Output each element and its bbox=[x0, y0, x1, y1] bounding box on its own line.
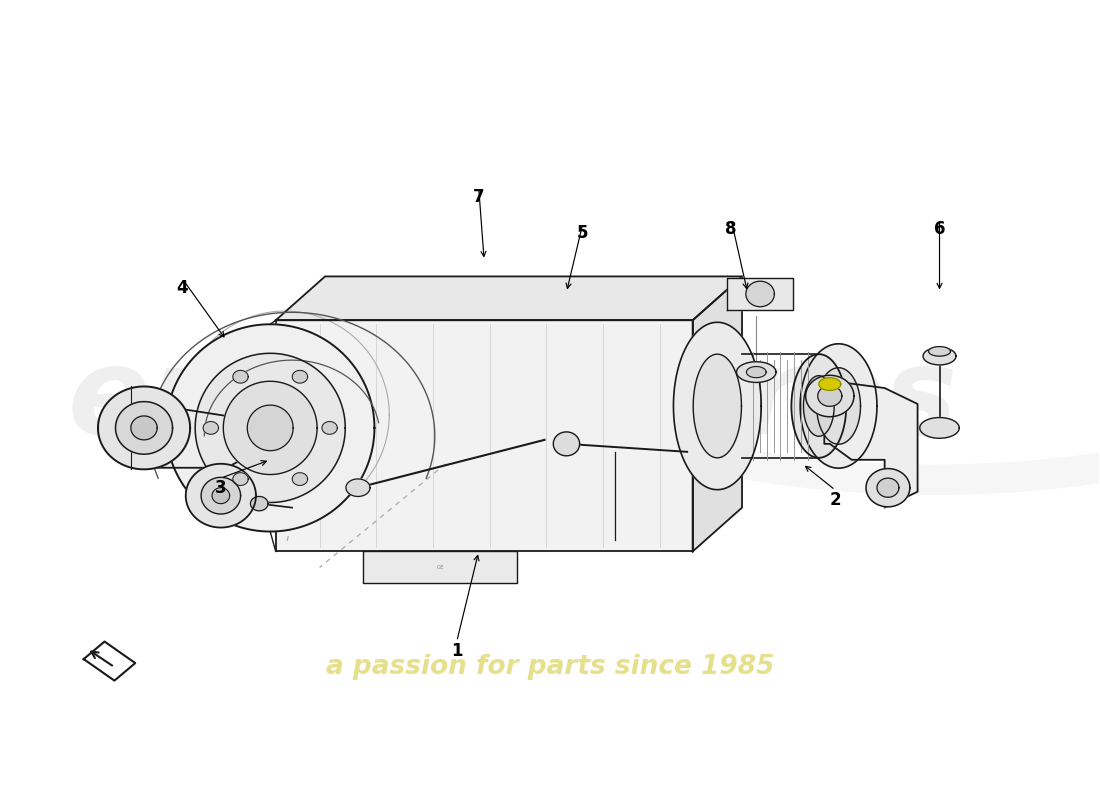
Polygon shape bbox=[150, 404, 304, 468]
Polygon shape bbox=[693, 277, 742, 551]
Polygon shape bbox=[737, 362, 775, 382]
Polygon shape bbox=[345, 479, 370, 497]
Polygon shape bbox=[248, 405, 293, 450]
Polygon shape bbox=[800, 344, 877, 468]
Polygon shape bbox=[293, 473, 308, 486]
Text: 8: 8 bbox=[725, 219, 737, 238]
Polygon shape bbox=[727, 278, 793, 310]
Polygon shape bbox=[818, 378, 840, 390]
Polygon shape bbox=[673, 322, 761, 490]
Polygon shape bbox=[233, 473, 249, 486]
Polygon shape bbox=[116, 402, 173, 454]
Polygon shape bbox=[212, 488, 230, 504]
Polygon shape bbox=[877, 478, 899, 498]
Polygon shape bbox=[928, 346, 950, 356]
Polygon shape bbox=[363, 551, 517, 583]
Polygon shape bbox=[920, 418, 959, 438]
Text: 7: 7 bbox=[473, 188, 484, 206]
Polygon shape bbox=[293, 370, 308, 383]
Text: 5: 5 bbox=[578, 223, 588, 242]
Polygon shape bbox=[166, 324, 374, 531]
Polygon shape bbox=[923, 347, 956, 365]
Text: 4: 4 bbox=[177, 279, 188, 298]
Text: euro: euro bbox=[67, 342, 382, 458]
Polygon shape bbox=[791, 354, 846, 458]
Polygon shape bbox=[276, 320, 693, 551]
Polygon shape bbox=[816, 368, 860, 444]
Polygon shape bbox=[817, 386, 842, 406]
Polygon shape bbox=[693, 354, 741, 458]
Polygon shape bbox=[195, 354, 345, 502]
Text: 2: 2 bbox=[829, 490, 842, 509]
Polygon shape bbox=[251, 497, 268, 511]
Polygon shape bbox=[233, 370, 249, 383]
Polygon shape bbox=[276, 277, 742, 320]
Polygon shape bbox=[186, 464, 256, 527]
Text: a passion for parts since 1985: a passion for parts since 1985 bbox=[326, 654, 774, 680]
Text: 3: 3 bbox=[214, 478, 227, 497]
Text: 6: 6 bbox=[934, 219, 945, 238]
Polygon shape bbox=[98, 386, 190, 470]
Polygon shape bbox=[746, 282, 774, 306]
Polygon shape bbox=[322, 422, 338, 434]
Text: ares: ares bbox=[660, 342, 958, 458]
Polygon shape bbox=[824, 380, 917, 508]
Polygon shape bbox=[803, 376, 834, 436]
Polygon shape bbox=[204, 422, 219, 434]
Polygon shape bbox=[747, 366, 767, 378]
Polygon shape bbox=[201, 478, 241, 514]
Polygon shape bbox=[866, 469, 910, 507]
Polygon shape bbox=[223, 382, 317, 474]
Polygon shape bbox=[553, 432, 580, 456]
Polygon shape bbox=[131, 416, 157, 440]
Text: GE: GE bbox=[437, 565, 444, 570]
Polygon shape bbox=[805, 375, 854, 417]
Text: 1: 1 bbox=[451, 642, 462, 660]
